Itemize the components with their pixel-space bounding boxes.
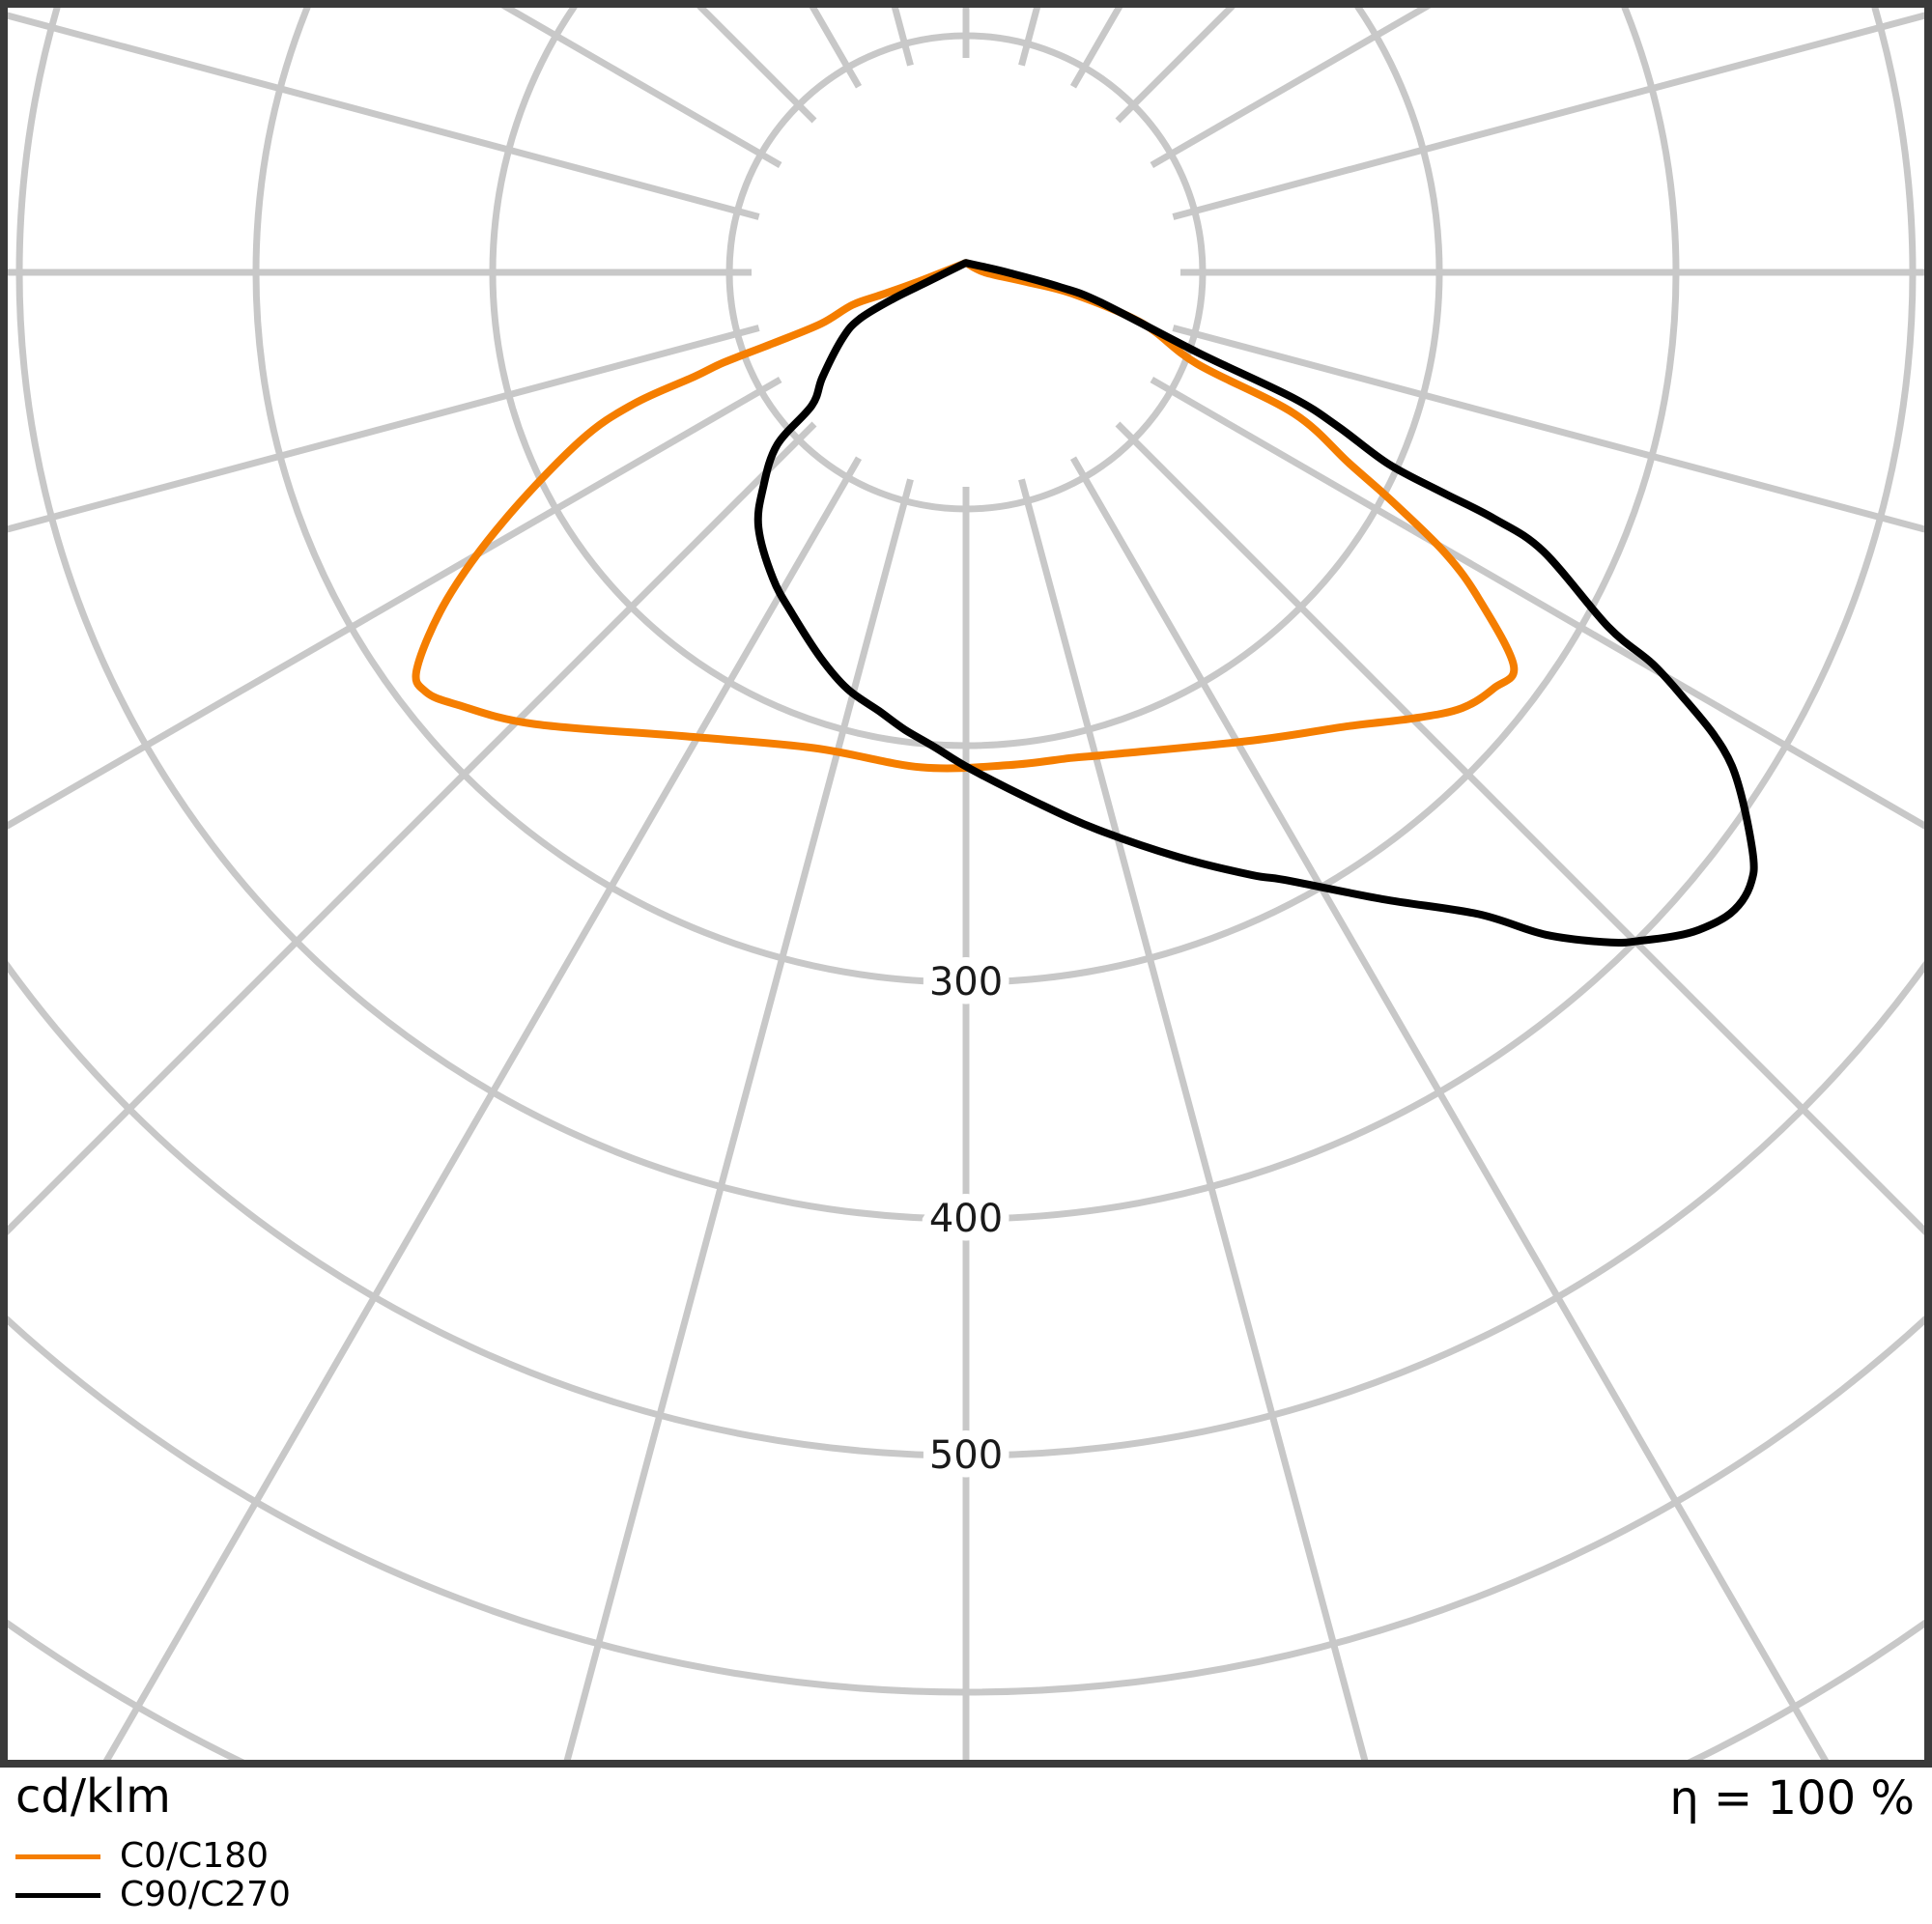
curve-c0-c180: [412, 259, 1519, 773]
curve-c90-c270: [753, 259, 1758, 948]
radial-tick-label-500: 500: [929, 1433, 1003, 1478]
legend-swatch-c0-c180: [15, 1853, 100, 1859]
grid-radial-330: [102, 456, 863, 1760]
radial-tick-halo-300: 300: [929, 960, 1003, 1004]
radial-tick-label-400: 400: [929, 1197, 1003, 1241]
grid-radial-345: [563, 478, 914, 1760]
grid-radial-45: [1115, 421, 1924, 1235]
radial-tick-halo-400: 400: [929, 1197, 1003, 1241]
grid-radial-105: [1172, 12, 1924, 220]
legend-item-c0-c180: C0/C180: [15, 1837, 291, 1876]
units-label: cd/klm: [15, 1769, 171, 1824]
legend-swatch-c90-c270: [15, 1892, 100, 1898]
radial-tick-halo-500: 500: [929, 1433, 1003, 1478]
efficiency-label: η = 100 %: [1669, 1771, 1915, 1825]
legend: C0/C180 C90/C270: [15, 1837, 291, 1914]
grid-radial-285: [8, 325, 760, 533]
grid-radial-15: [1018, 478, 1369, 1760]
grid-radial-60: [1150, 376, 1924, 830]
grid-radial-255: [8, 12, 760, 220]
intensity-curves: [412, 259, 1758, 948]
grid-radial-315: [8, 421, 817, 1235]
legend-item-c90-c270: C90/C270: [15, 1876, 291, 1914]
legend-label-c90-c270: C90/C270: [120, 1875, 291, 1914]
radial-tick-label-300: 300: [929, 960, 1003, 1004]
grid-radial-30: [1069, 456, 1830, 1760]
legend-label-c0-c180: C0/C180: [120, 1836, 270, 1876]
grid-radial-75: [1172, 325, 1924, 533]
plot-frame: [0, 0, 1932, 1768]
